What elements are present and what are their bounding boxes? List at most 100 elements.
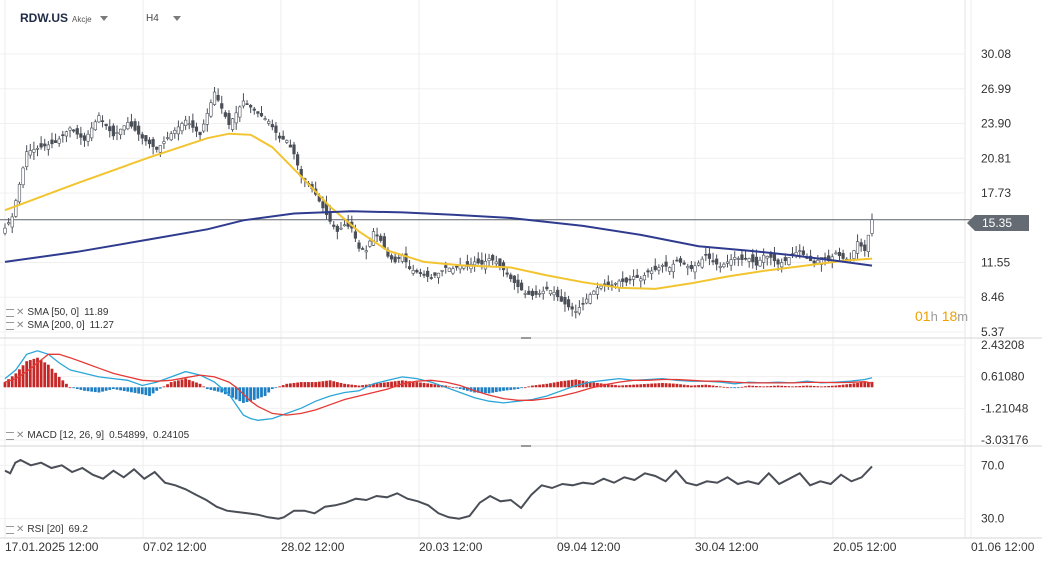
timeframe-selector[interactable]: H4	[146, 9, 181, 27]
candle-body[interactable]	[82, 135, 87, 141]
candle-body[interactable]	[733, 257, 737, 260]
candle-body[interactable]	[35, 147, 40, 150]
candle-body[interactable]	[411, 270, 415, 274]
pane-resize-handle[interactable]	[521, 445, 531, 447]
settings-icon[interactable]	[6, 321, 14, 330]
candle-body[interactable]	[14, 200, 18, 217]
candle-body[interactable]	[758, 259, 762, 267]
candle-body[interactable]	[270, 124, 274, 128]
candle-body[interactable]	[202, 123, 206, 132]
candle-body[interactable]	[86, 133, 90, 142]
candle-body[interactable]	[155, 146, 159, 150]
candle-body[interactable]	[639, 278, 643, 282]
candle-body[interactable]	[653, 265, 657, 271]
candle-body[interactable]	[476, 258, 480, 264]
sma50-line[interactable]	[4, 132, 873, 290]
candle-body[interactable]	[747, 258, 751, 262]
candle-body[interactable]	[198, 131, 202, 136]
candle-body[interactable]	[227, 113, 231, 125]
candle-body[interactable]	[212, 91, 217, 105]
candle-body[interactable]	[621, 278, 625, 282]
candle-body[interactable]	[133, 121, 137, 131]
candle-body[interactable]	[870, 219, 874, 234]
candle-body[interactable]	[841, 253, 845, 259]
candle-body[interactable]	[184, 119, 188, 126]
candle-body[interactable]	[415, 270, 419, 273]
candle-body[interactable]	[444, 265, 448, 268]
candle-body[interactable]	[162, 141, 166, 144]
candle-body[interactable]	[115, 132, 119, 134]
candle-body[interactable]	[75, 128, 79, 135]
candle-body[interactable]	[859, 242, 863, 247]
candle-body[interactable]	[855, 241, 860, 254]
candle-body[interactable]	[577, 307, 581, 314]
candle-body[interactable]	[397, 257, 401, 259]
candle-body[interactable]	[407, 266, 412, 269]
candle-body[interactable]	[552, 291, 556, 296]
candle-body[interactable]	[664, 261, 668, 267]
candle-body[interactable]	[447, 267, 451, 272]
candle-body[interactable]	[404, 253, 408, 263]
candle-body[interactable]	[216, 95, 220, 101]
candle-body[interactable]	[642, 275, 647, 281]
candle-body[interactable]	[277, 135, 282, 139]
candle-body[interactable]	[762, 254, 766, 263]
rsi-plot[interactable]	[4, 458, 873, 520]
candle-body[interactable]	[624, 277, 628, 283]
candle-body[interactable]	[451, 268, 455, 274]
candle-body[interactable]	[332, 224, 336, 227]
candle-body[interactable]	[837, 252, 842, 257]
candle-body[interactable]	[151, 139, 155, 147]
candle-body[interactable]	[220, 103, 224, 109]
candle-body[interactable]	[718, 266, 722, 268]
candle-body[interactable]	[566, 299, 571, 308]
candle-body[interactable]	[505, 272, 509, 275]
candle-body[interactable]	[581, 303, 585, 305]
candle-body[interactable]	[64, 131, 69, 137]
price-plot[interactable]	[0, 86, 972, 319]
candle-body[interactable]	[783, 257, 787, 262]
candle-body[interactable]	[606, 281, 610, 286]
candle-body[interactable]	[32, 149, 36, 153]
candle-body[interactable]	[422, 273, 426, 276]
legend-rsi[interactable]: ✕ RSI [20] 69.2	[6, 524, 88, 535]
candle-body[interactable]	[725, 261, 730, 264]
candle-body[interactable]	[498, 258, 502, 267]
settings-icon[interactable]	[6, 308, 14, 317]
candle-body[interactable]	[631, 276, 636, 280]
rsi-line[interactable]	[4, 458, 873, 520]
candle-body[interactable]	[140, 134, 144, 139]
candle-body[interactable]	[585, 298, 589, 304]
candle-body[interactable]	[704, 253, 708, 256]
candle-body[interactable]	[234, 112, 238, 124]
candle-body[interactable]	[646, 270, 650, 273]
candle-body[interactable]	[79, 133, 83, 138]
candle-body[interactable]	[530, 290, 535, 296]
candle-body[interactable]	[711, 260, 715, 263]
close-icon[interactable]: ✕	[16, 524, 25, 535]
candle-body[interactable]	[480, 259, 484, 265]
candle-body[interactable]	[230, 118, 235, 130]
candle-body[interactable]	[100, 120, 105, 123]
candle-body[interactable]	[527, 290, 531, 295]
candle-body[interactable]	[765, 255, 769, 259]
candle-body[interactable]	[321, 201, 325, 209]
close-icon[interactable]: ✕	[16, 307, 25, 318]
candle-body[interactable]	[595, 287, 600, 295]
candle-body[interactable]	[122, 125, 126, 131]
candle-body[interactable]	[588, 294, 592, 304]
candle-body[interactable]	[541, 290, 545, 294]
candle-body[interactable]	[693, 265, 697, 273]
candle-body[interactable]	[574, 311, 578, 313]
candle-body[interactable]	[686, 266, 690, 269]
candle-body[interactable]	[259, 113, 264, 117]
candle-body[interactable]	[635, 274, 639, 278]
candle-body[interactable]	[787, 257, 791, 265]
candle-body[interactable]	[249, 104, 253, 108]
candle-body[interactable]	[281, 135, 285, 140]
candle-body[interactable]	[335, 225, 339, 232]
candle-body[interactable]	[43, 143, 47, 147]
candle-body[interactable]	[292, 144, 296, 155]
candle-body[interactable]	[194, 126, 199, 132]
legend-macd[interactable]: ✕ MACD [12, 26, 9] 0.54899, 0.24105	[6, 430, 189, 441]
